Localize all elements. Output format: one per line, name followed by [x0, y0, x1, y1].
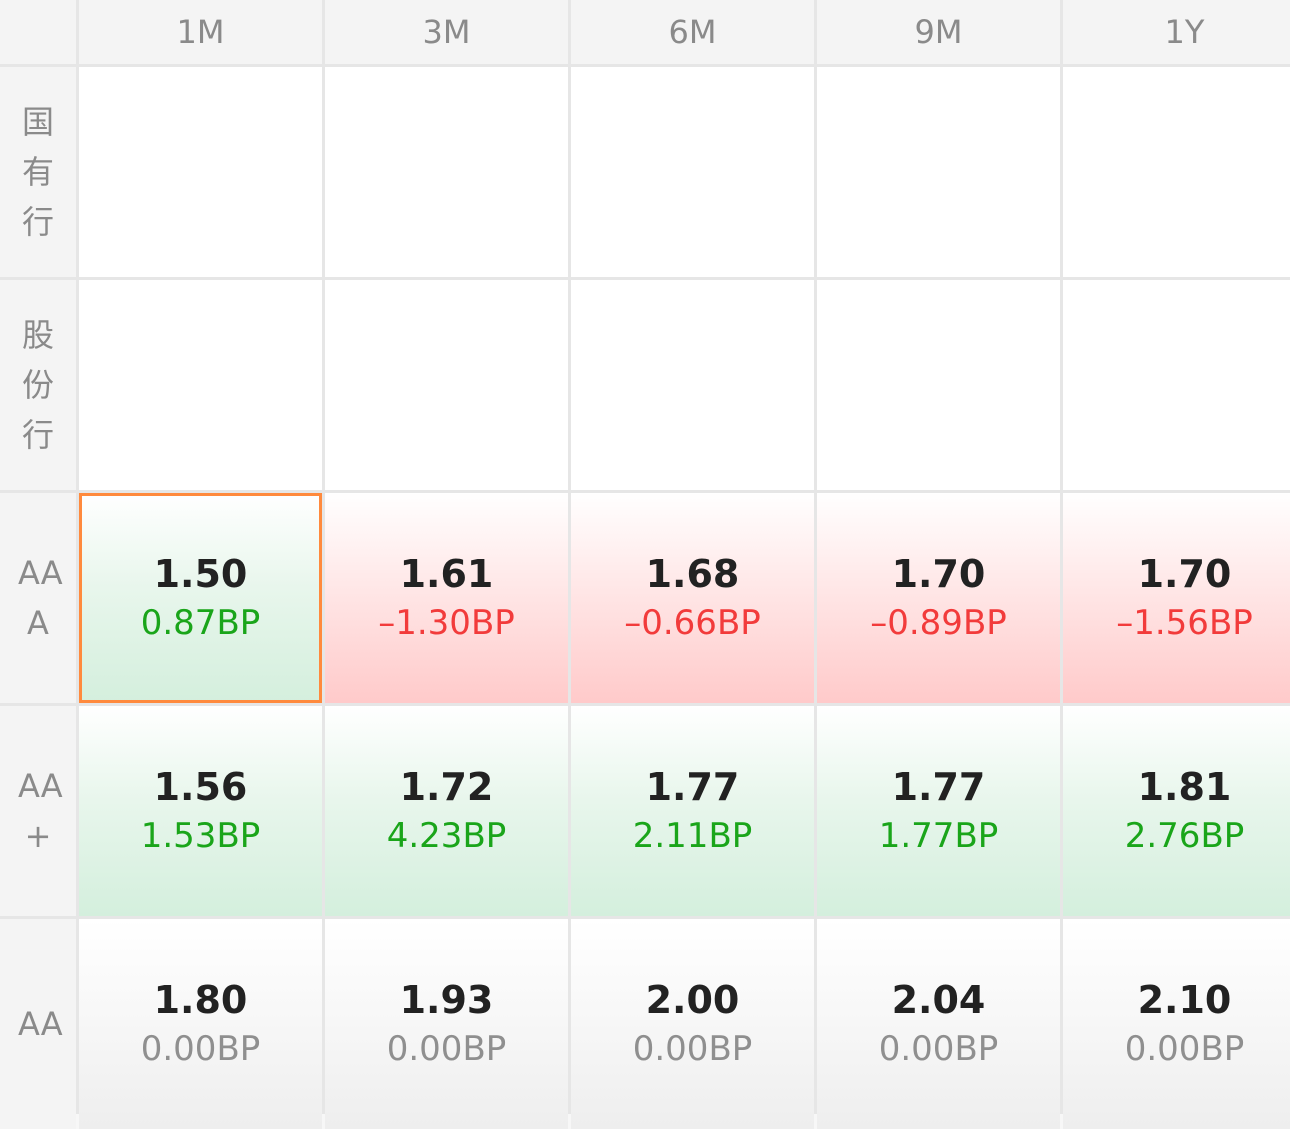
empty-cell[interactable]	[1063, 280, 1290, 490]
rate-cell[interactable]: 1.93 0.00BP	[325, 919, 568, 1129]
rate-change: –0.66BP	[624, 603, 761, 643]
row-label: AA +	[18, 767, 63, 855]
rate-change: 1.77BP	[878, 816, 999, 856]
column-header-1y[interactable]: 1Y	[1063, 0, 1290, 64]
column-header-1m[interactable]: 1M	[79, 0, 322, 64]
matrix-corner	[0, 0, 76, 64]
empty-cell[interactable]	[571, 280, 814, 490]
column-header-3m[interactable]: 3M	[325, 0, 568, 64]
rate-cell[interactable]: 1.61 –1.30BP	[325, 493, 568, 703]
rate-value: 1.81	[1137, 765, 1232, 809]
rate-value: 1.61	[399, 552, 494, 596]
empty-cell[interactable]	[817, 280, 1060, 490]
rate-cell[interactable]: 2.10 0.00BP	[1063, 919, 1290, 1129]
row-label: AA A	[18, 554, 63, 642]
rate-change: 4.23BP	[386, 816, 507, 856]
row-header: AA A	[0, 493, 76, 703]
rate-value: 2.04	[891, 978, 986, 1022]
empty-cell[interactable]	[571, 67, 814, 277]
rate-change: –0.89BP	[870, 603, 1007, 643]
rate-change: 0.00BP	[1124, 1029, 1245, 1069]
rate-cell[interactable]: 1.77 1.77BP	[817, 706, 1060, 916]
rate-value: 1.72	[399, 765, 494, 809]
rate-cell[interactable]: 1.70 –0.89BP	[817, 493, 1060, 703]
rate-cell[interactable]: 2.00 0.00BP	[571, 919, 814, 1129]
rate-value: 1.50	[153, 552, 248, 596]
empty-cell[interactable]	[79, 280, 322, 490]
empty-cell[interactable]	[817, 67, 1060, 277]
rate-change: 2.76BP	[1124, 816, 1245, 856]
empty-cell[interactable]	[325, 67, 568, 277]
rate-value: 1.70	[891, 552, 986, 596]
rate-change: 0.00BP	[632, 1029, 753, 1069]
rate-value: 1.80	[153, 978, 248, 1022]
rate-cell[interactable]: 1.50 0.87BP	[79, 493, 322, 703]
rate-cell[interactable]: 1.77 2.11BP	[571, 706, 814, 916]
empty-cell[interactable]	[325, 280, 568, 490]
row-header: 国 有 行	[0, 67, 76, 277]
rate-value: 2.10	[1137, 978, 1232, 1022]
row-header: 股 份 行	[0, 280, 76, 490]
rate-value: 1.77	[645, 765, 740, 809]
rate-cell[interactable]: 1.72 4.23BP	[325, 706, 568, 916]
column-header-9m[interactable]: 9M	[817, 0, 1060, 64]
rate-value: 1.77	[891, 765, 986, 809]
row-header: AA +	[0, 706, 76, 916]
rate-change: 1.53BP	[140, 816, 261, 856]
rate-cell[interactable]: 1.68 –0.66BP	[571, 493, 814, 703]
rate-value: 1.70	[1137, 552, 1232, 596]
rate-value: 1.56	[153, 765, 248, 809]
rate-value: 1.68	[645, 552, 740, 596]
rate-cell[interactable]: 1.56 1.53BP	[79, 706, 322, 916]
rate-change: 0.00BP	[140, 1029, 261, 1069]
rate-change: 0.87BP	[140, 603, 261, 643]
rate-cell[interactable]: 1.80 0.00BP	[79, 919, 322, 1129]
column-header-6m[interactable]: 6M	[571, 0, 814, 64]
rate-change: 0.00BP	[878, 1029, 999, 1069]
rate-value: 2.00	[645, 978, 740, 1022]
empty-cell[interactable]	[1063, 67, 1290, 277]
rate-change: 0.00BP	[386, 1029, 507, 1069]
row-label: 股 份 行	[21, 316, 54, 454]
rate-change: 2.11BP	[632, 816, 753, 856]
row-label: 国 有 行	[21, 103, 54, 241]
rate-change: –1.56BP	[1116, 603, 1253, 643]
rate-cell[interactable]: 1.70 –1.56BP	[1063, 493, 1290, 703]
empty-cell[interactable]	[79, 67, 322, 277]
rate-value: 1.93	[399, 978, 494, 1022]
row-header: AA	[0, 919, 76, 1129]
row-label: AA	[18, 1005, 63, 1043]
rate-cell[interactable]: 1.81 2.76BP	[1063, 706, 1290, 916]
rate-cell[interactable]: 2.04 0.00BP	[817, 919, 1060, 1129]
rate-change: –1.30BP	[378, 603, 515, 643]
